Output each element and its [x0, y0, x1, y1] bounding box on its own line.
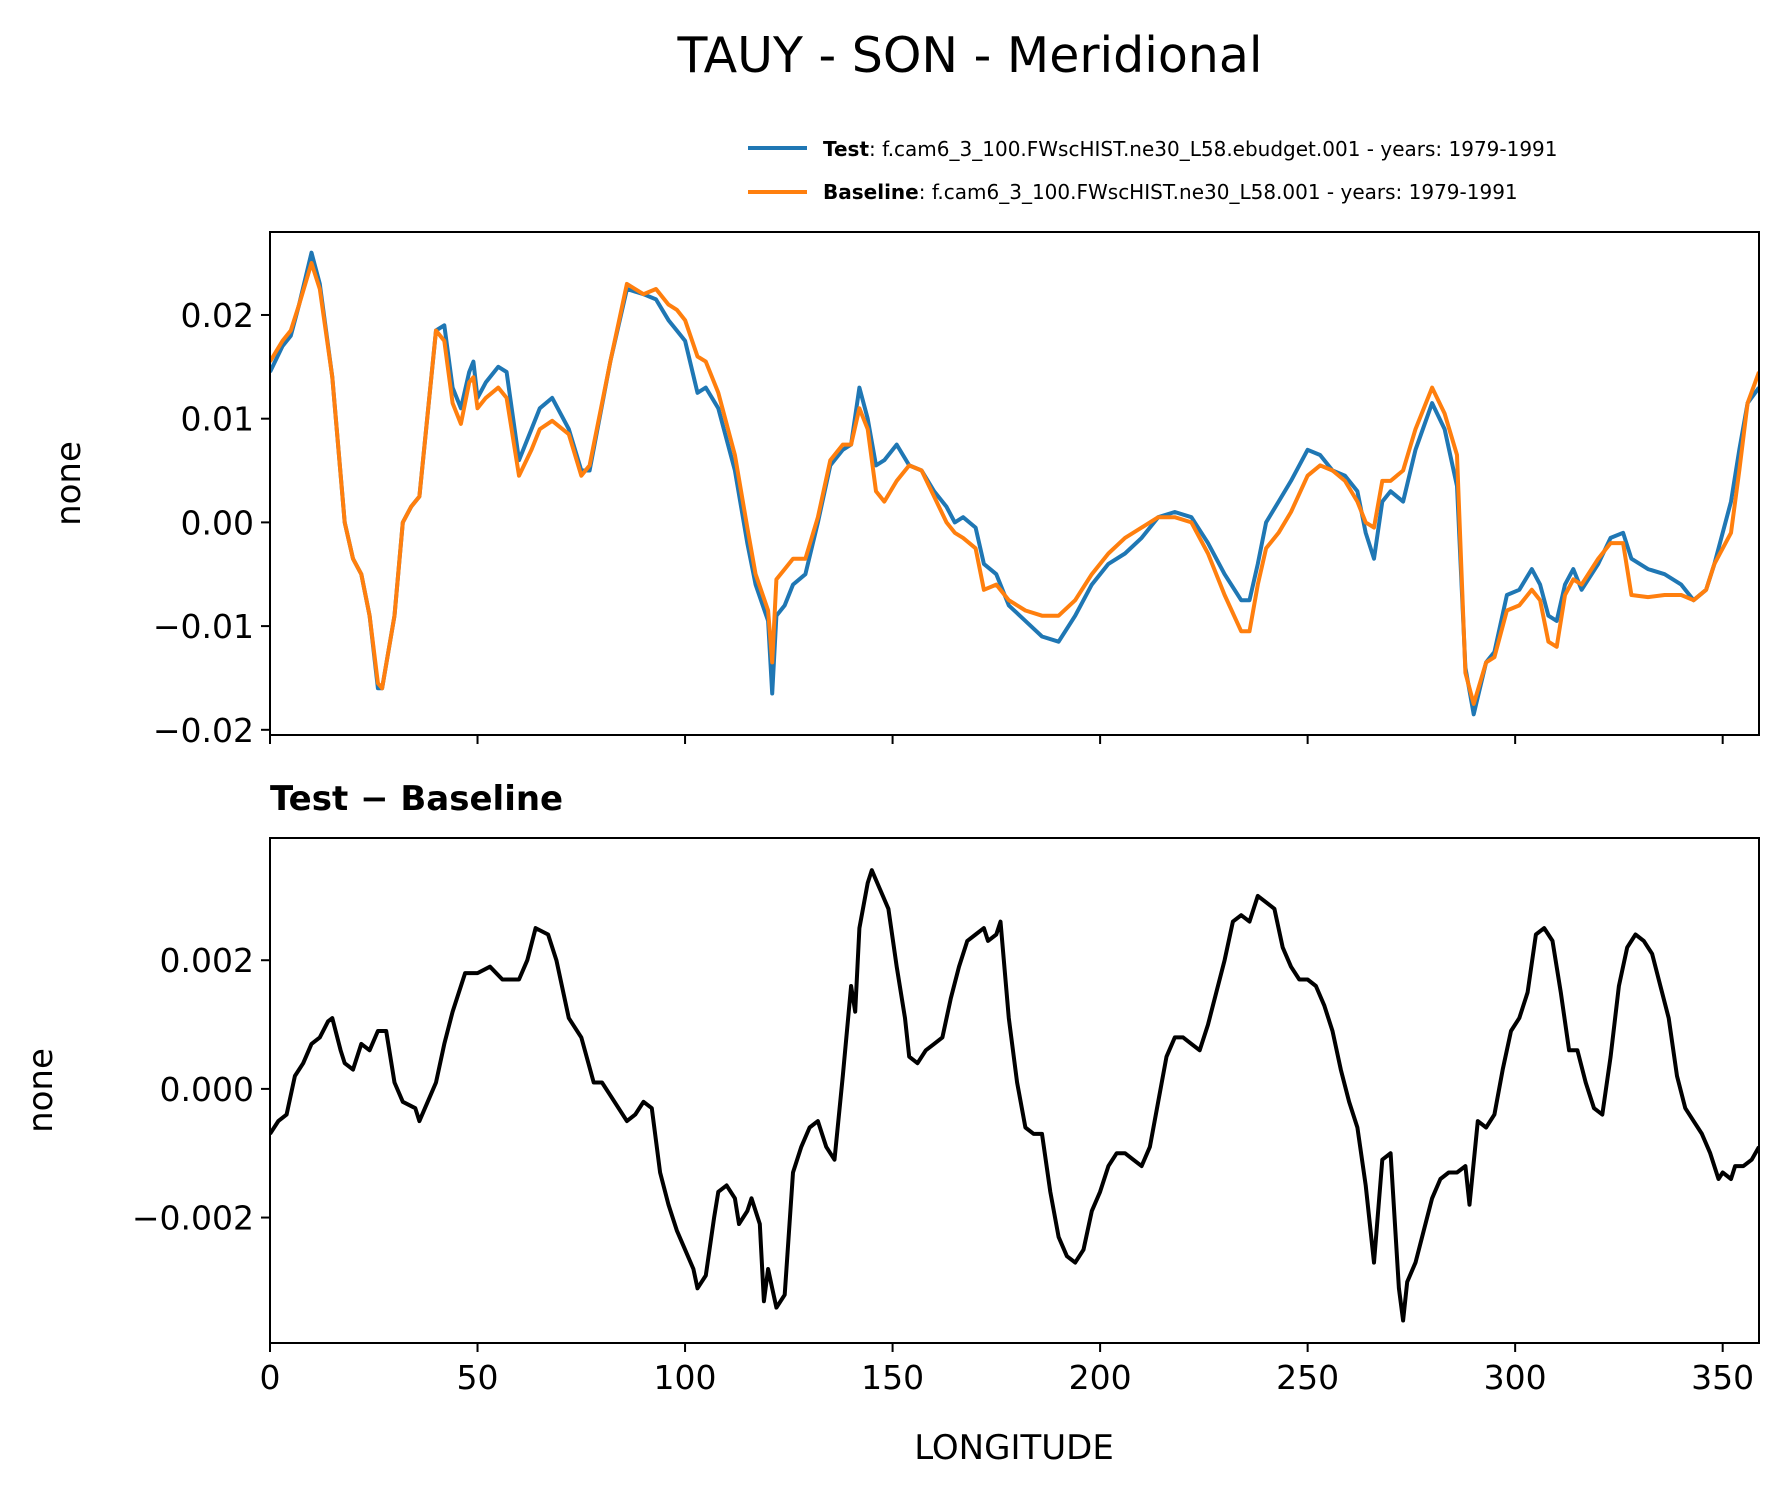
top-axes-frame: [269, 231, 1760, 736]
bottom-x-tick-label: 250: [1276, 1358, 1339, 1397]
bottom-y-tick-label: −0.002: [132, 1199, 254, 1238]
figure-title: TAUY - SON - Meridional: [676, 27, 1262, 84]
bottom-y-axis-label: none: [21, 1048, 61, 1133]
legend-label-baseline-bold: Baseline: [823, 180, 919, 204]
bottom-x-axis-label: LONGITUDE: [914, 1428, 1114, 1468]
top-series-line-test: [270, 250, 1759, 717]
legend-label-baseline-rest: : f.cam6_3_100.FWscHIST.ne30_L58.001 - y…: [919, 180, 1518, 204]
bottom-axes-frame: [269, 837, 1760, 1344]
bottom-x-tick-label: 50: [457, 1358, 499, 1397]
bottom-panel-title: Test − Baseline: [270, 779, 563, 819]
bottom-x-tick-label: 300: [1484, 1358, 1547, 1397]
bottom-x-tick-label: 0: [260, 1358, 281, 1397]
top-y-tick-label: −0.01: [153, 607, 254, 646]
legend: Test: f.cam6_3_100.FWscHIST.ne30_L58.ebu…: [748, 137, 1558, 204]
bottom-x-tick-label: 100: [654, 1358, 717, 1397]
top-y-tick-label: 0.01: [181, 400, 254, 439]
top-series-line-baseline: [270, 261, 1759, 706]
bottom-y-tick-label: 0.000: [160, 1070, 254, 1109]
legend-label-test-bold: Test: [823, 137, 869, 161]
legend-label-test: Test: f.cam6_3_100.FWscHIST.ne30_L58.ebu…: [823, 137, 1558, 161]
legend-label-test-rest: : f.cam6_3_100.FWscHIST.ne30_L58.ebudget…: [869, 137, 1558, 161]
bottom-x-tick-label: 350: [1691, 1358, 1754, 1397]
bottom-panel: −0.002 0.000 0.002 0 50 100 150 200 250 300 350 non…: [21, 837, 1760, 1397]
top-panel: −0.02 −0.01 0.00 0.01 0.02 none: [49, 231, 1760, 750]
bottom-series-line-difference: [270, 868, 1759, 1323]
top-y-tick-label: −0.02: [153, 711, 254, 750]
bottom-x-tick-label: 200: [1069, 1358, 1132, 1397]
top-y-tick-label: 0.00: [181, 503, 254, 542]
bottom-y-tick-label: 0.002: [160, 941, 254, 980]
top-y-tick-label: 0.02: [181, 296, 254, 335]
legend-label-baseline: Baseline: f.cam6_3_100.FWscHIST.ne30_L58…: [823, 180, 1518, 204]
top-y-axis-label: none: [49, 441, 89, 526]
bottom-x-tick-label: 150: [861, 1358, 924, 1397]
